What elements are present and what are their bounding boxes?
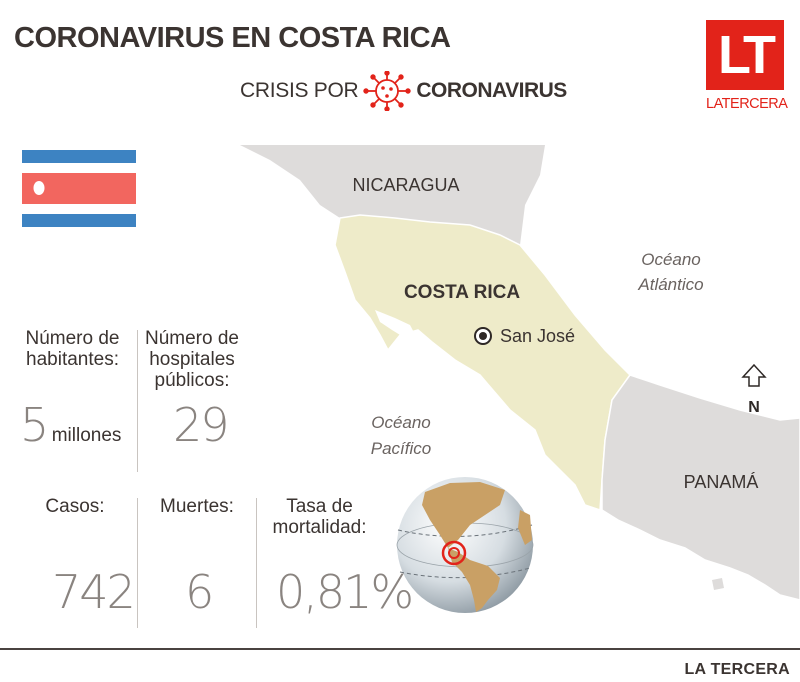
habitantes-label: Número de habitantes: <box>10 328 135 370</box>
island <box>712 578 724 590</box>
habitantes-label-line1: Número de <box>25 328 120 349</box>
habitantes-value: 5 millones <box>20 398 121 452</box>
habitantes-unit: millones <box>51 425 122 446</box>
virus-icon <box>363 71 412 111</box>
logo-mark: LT <box>706 20 784 90</box>
footer-rule <box>0 648 800 650</box>
subtitle-suffix: CORONAVIRUS <box>416 79 567 102</box>
divider <box>137 498 138 628</box>
footer-credit: LA TERCERA <box>684 661 790 678</box>
divider <box>137 330 138 472</box>
label-pacific-1: Océano <box>371 413 431 432</box>
map: NICARAGUA COSTA RICA San José Océano Atl… <box>240 145 800 613</box>
la-tercera-logo: LT LATERCERA <box>706 20 788 116</box>
north-arrow-icon <box>741 363 767 387</box>
logo-name: LATERCERA <box>706 96 788 112</box>
muertes-label: Muertes: <box>160 496 234 517</box>
nicaragua-landmass <box>240 145 545 245</box>
capital-marker <box>474 327 492 345</box>
casos-value: 742 <box>52 565 136 619</box>
divider <box>256 498 257 628</box>
label-panama: PANAMÁ <box>684 472 759 492</box>
hospitales-label: Número de hospitales públicos: <box>138 328 246 391</box>
habitantes-number: 5 <box>20 398 49 452</box>
globe-icon <box>396 477 534 613</box>
costa-rica-landmass <box>334 214 631 512</box>
gulf-of-nicoya <box>375 310 418 340</box>
tasa-label-line2: mortalidad: <box>272 517 367 538</box>
label-atlantic-2: Atlántico <box>637 275 703 294</box>
tasa-value: 0,81% <box>276 565 414 619</box>
subtitle-prefix: CRISIS POR <box>240 79 359 102</box>
tasa-label: Tasa de mortalidad: <box>262 496 377 538</box>
hospitales-label-line3: públicos: <box>154 370 230 391</box>
label-pacific-2: Pacífico <box>371 439 431 458</box>
tasa-label-line1: Tasa de <box>286 496 353 517</box>
north-label: N <box>748 399 760 416</box>
habitantes-label-line2: habitantes: <box>26 349 119 370</box>
hospitales-label-line1: Número de <box>145 328 239 349</box>
costa-rica-flag-icon <box>22 150 136 227</box>
label-costa-rica: COSTA RICA <box>404 282 520 303</box>
island <box>738 432 752 442</box>
label-capital: San José <box>500 326 575 346</box>
casos-label: Casos: <box>45 496 105 517</box>
panama-landmass <box>601 374 800 601</box>
muertes-value: 6 <box>185 565 214 619</box>
page-title: CORONAVIRUS EN COSTA RICA <box>14 22 451 54</box>
subtitle: CRISIS POR CORONAVIRUS <box>240 71 567 111</box>
hospitales-value: 29 <box>173 398 230 452</box>
hospitales-label-line2: hospitales <box>149 349 235 370</box>
label-atlantic-1: Océano <box>641 250 701 269</box>
label-nicaragua: NICARAGUA <box>352 175 459 195</box>
